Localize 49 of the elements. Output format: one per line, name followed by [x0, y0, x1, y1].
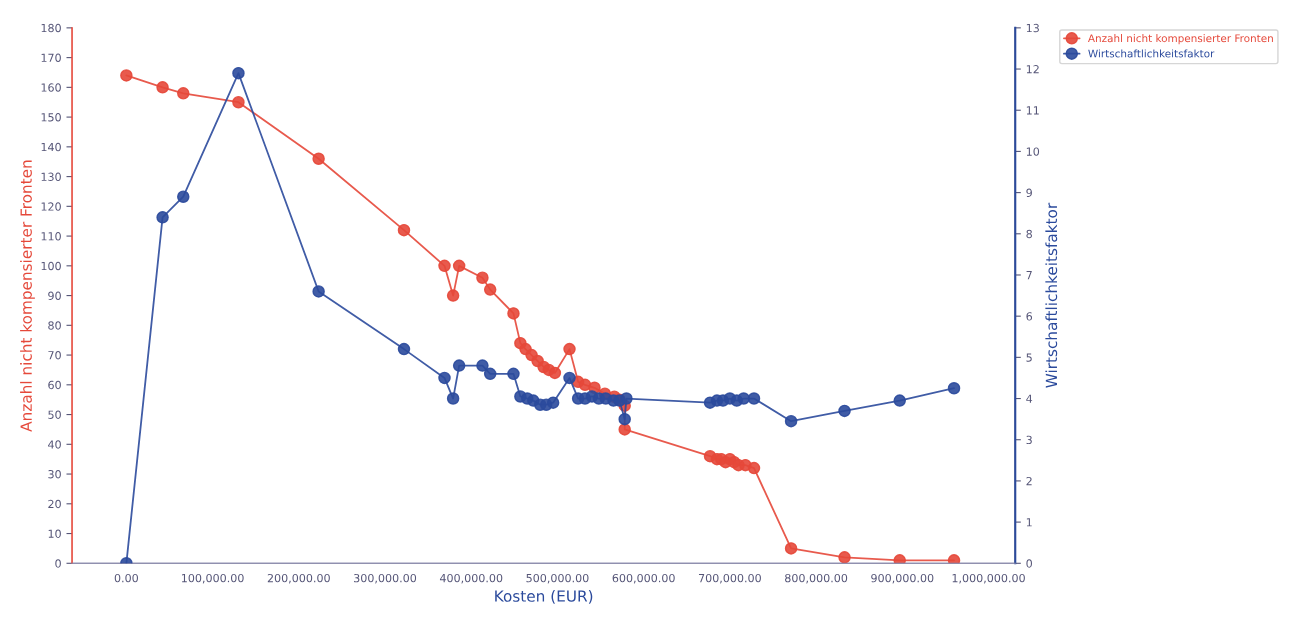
- y-tick-label: 110: [41, 232, 61, 241]
- y2-axis-title: Wirtschaftlichkeitsfaktor: [1045, 202, 1058, 388]
- y-tick-label: 100: [41, 261, 61, 271]
- y-tick-label: 20: [48, 499, 61, 509]
- y2-tick-label: 8: [1026, 229, 1032, 239]
- x-tick-label: 1,000,000.00: [952, 573, 1025, 584]
- y2-tick-label: 0: [1026, 559, 1032, 568]
- x-tick-label: 700,000.00: [698, 573, 761, 584]
- y2-tick-label: 13: [1026, 23, 1039, 33]
- y-tick-label: 60: [48, 380, 61, 390]
- x-tick-label: 800,000.00: [785, 573, 848, 584]
- y2-tick-label: 7: [1026, 271, 1032, 280]
- y-tick-label: 70: [48, 351, 61, 360]
- y-tick-label: 120: [41, 202, 61, 211]
- y-axis-title: Anzahl nicht kompensierter Fronten: [20, 160, 35, 432]
- x-tick-label: 900,000.00: [871, 573, 934, 584]
- y-tick-label: 80: [48, 321, 61, 330]
- x-tick-label: 300,000.00: [354, 573, 417, 584]
- y2-tick-label: 1: [1026, 518, 1032, 527]
- y2-tick-label: 9: [1026, 188, 1032, 197]
- x-axis-title: Kosten (EUR): [495, 590, 593, 604]
- y-tick-label: 180: [41, 23, 61, 33]
- y-tick-label: 140: [41, 142, 61, 152]
- y2-tick-label: 5: [1026, 353, 1032, 362]
- y2-tick-label: 4: [1026, 394, 1033, 403]
- y-tick-label: 0: [55, 559, 61, 568]
- y-tick-label: 90: [48, 291, 61, 300]
- x-tick-label: 200,000.00: [267, 573, 330, 584]
- y2-tick-label: 11: [1026, 106, 1039, 115]
- y-tick-label: 160: [41, 83, 61, 92]
- x-tick-label: 400,000.00: [439, 573, 503, 584]
- x-tick-label: 0.00: [114, 573, 138, 583]
- y-tick-label: 40: [48, 440, 61, 449]
- y-tick-label: 150: [41, 113, 61, 122]
- legend-label: Anzahl nicht kompensierter Fronten: [1087, 34, 1273, 45]
- y-tick-label: 30: [48, 470, 61, 479]
- y2-tick-label: 3: [1026, 435, 1032, 445]
- y2-tick-label: 12: [1026, 65, 1039, 74]
- y-tick-label: 10: [48, 529, 61, 538]
- x-tick-label: 600,000.00: [612, 573, 675, 584]
- y-tick-label: 170: [41, 53, 61, 62]
- y2-tick-label: 2: [1026, 476, 1032, 486]
- y-tick-label: 50: [48, 410, 61, 419]
- y2-tick-label: 10: [1026, 147, 1040, 156]
- y-tick-label: 130: [41, 172, 61, 181]
- x-tick-label: 100,000.00: [181, 573, 244, 584]
- legend-label: Wirtschaftlichkeitsfaktor: [1088, 49, 1215, 58]
- y2-tick-label: 6: [1026, 312, 1033, 321]
- x-tick-label: 500,000.00: [526, 573, 589, 584]
